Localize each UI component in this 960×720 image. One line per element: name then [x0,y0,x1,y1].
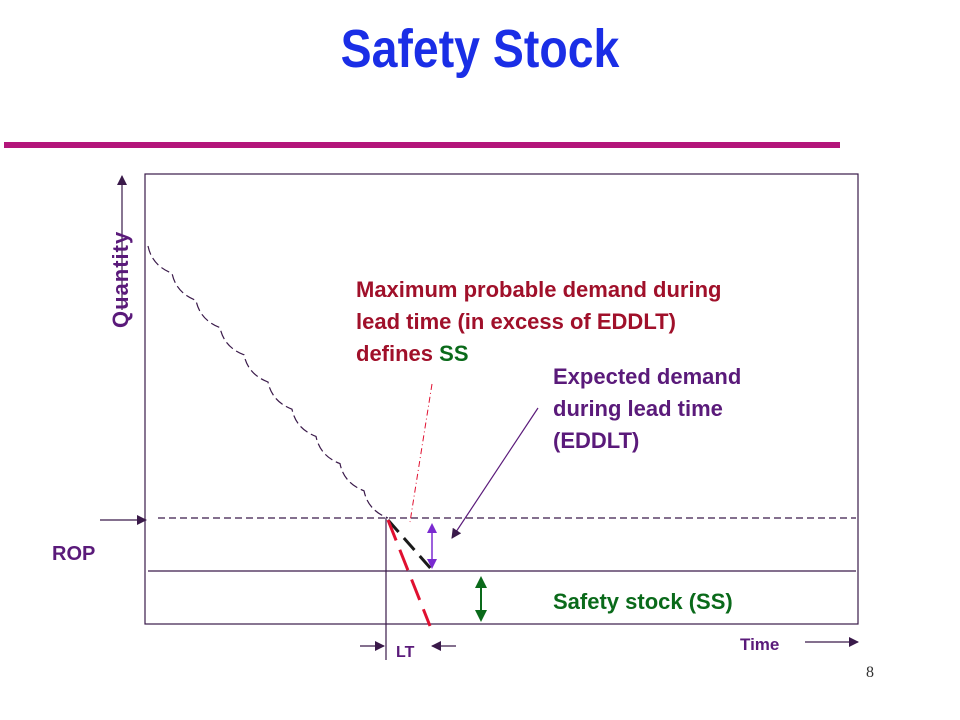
expected-demand-line [386,519,434,571]
safety-stock-label: Safety stock (SS) [553,589,733,614]
max-demand-ss: SS [439,341,468,366]
max-demand-label: Maximum probable demand during lead time… [356,277,728,366]
max-demand-line [386,519,432,627]
x-axis-label: Time [740,635,779,654]
plot-frame [144,173,859,625]
demand-curve [147,245,389,519]
rop-label: ROP [52,543,95,565]
eddlt-pointer [451,407,539,539]
page-number: 8 [866,664,874,681]
lead-time-label: LT [396,644,415,661]
title-underline [4,142,840,148]
expected-demand-label: Expected demand during lead time (EDDLT) [553,364,747,453]
max-demand-pointer [409,383,433,523]
page-title: Safety Stock [340,19,620,79]
y-axis-label: Quantity [108,231,133,328]
